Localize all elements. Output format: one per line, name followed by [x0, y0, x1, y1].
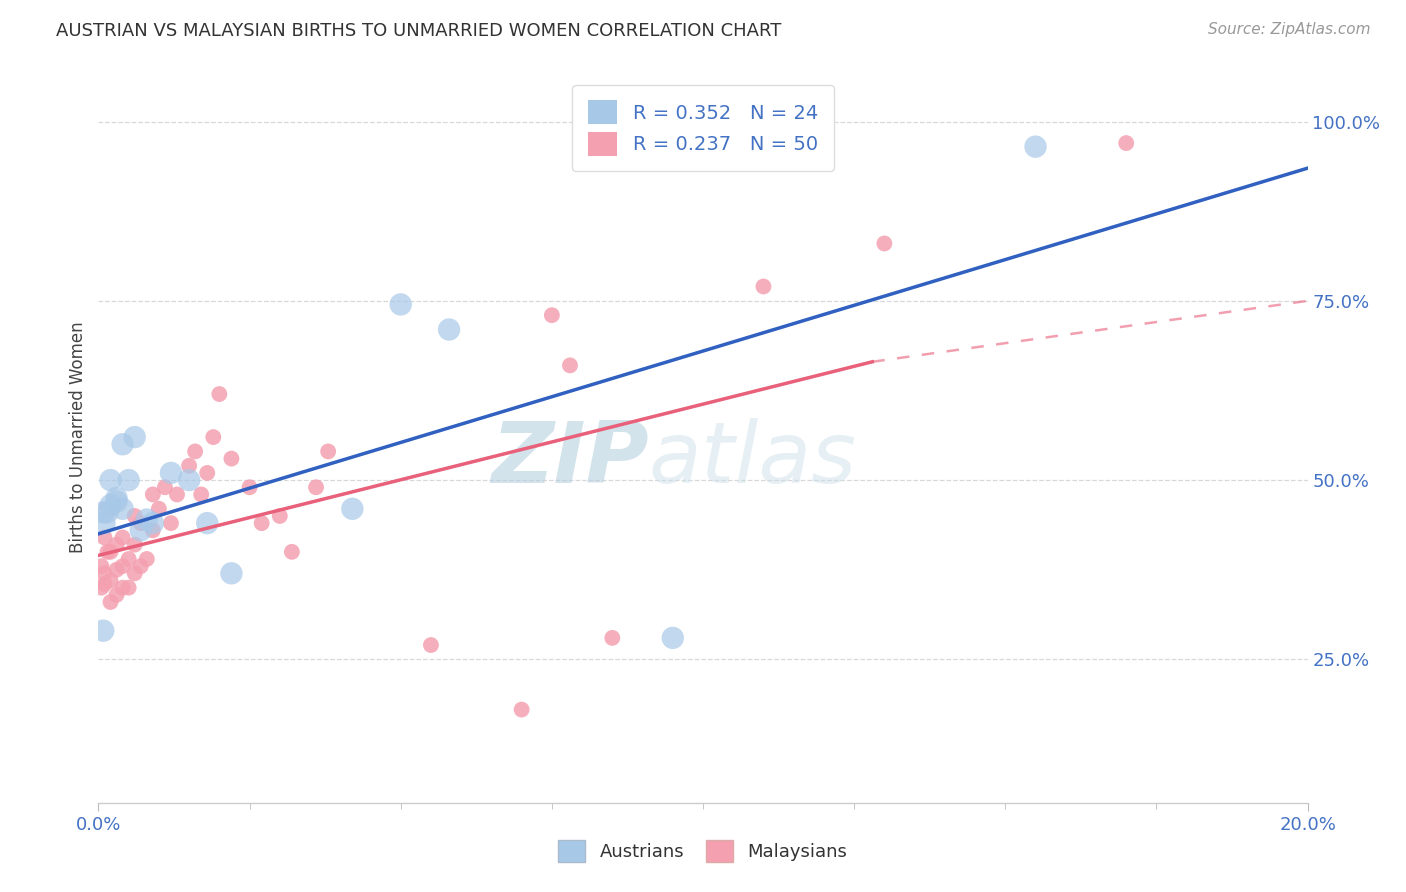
Point — [208, 387, 231, 401]
Point — [100, 498, 122, 512]
Point — [93, 577, 115, 591]
Point — [142, 487, 165, 501]
Point — [124, 566, 146, 581]
Point — [111, 437, 134, 451]
Point — [179, 473, 201, 487]
Point — [129, 524, 152, 538]
Point — [90, 581, 112, 595]
Point — [105, 588, 128, 602]
Point — [195, 516, 218, 530]
Point — [124, 430, 146, 444]
Point — [316, 444, 339, 458]
Point — [202, 430, 225, 444]
Point — [179, 458, 201, 473]
Point — [160, 516, 183, 530]
Point — [190, 487, 212, 501]
Point — [135, 512, 157, 526]
Point — [100, 473, 122, 487]
Text: ZIP: ZIP — [491, 417, 648, 500]
Legend: Austrians, Malaysians: Austrians, Malaysians — [551, 833, 855, 870]
Point — [221, 451, 243, 466]
Point — [558, 359, 581, 373]
Point — [1115, 136, 1137, 150]
Point — [142, 516, 165, 530]
Point — [153, 480, 176, 494]
Point — [100, 545, 122, 559]
Point — [602, 631, 624, 645]
Point — [389, 297, 412, 311]
Legend: R = 0.352   N = 24, R = 0.237   N = 50: R = 0.352 N = 24, R = 0.237 N = 50 — [572, 85, 834, 171]
Point — [342, 501, 364, 516]
Point — [105, 491, 128, 505]
Point — [93, 531, 115, 545]
Point — [100, 574, 122, 588]
Point — [873, 236, 896, 251]
Point — [160, 466, 183, 480]
Point — [91, 505, 114, 519]
Point — [420, 638, 443, 652]
Point — [93, 566, 115, 581]
Point — [93, 516, 115, 530]
Point — [281, 545, 304, 559]
Point — [124, 508, 146, 523]
Point — [129, 516, 152, 530]
Point — [1024, 139, 1046, 153]
Point — [111, 581, 134, 595]
Point — [540, 308, 562, 322]
Point — [105, 563, 128, 577]
Point — [111, 501, 134, 516]
Point — [195, 466, 218, 480]
Point — [96, 505, 118, 519]
Point — [305, 480, 328, 494]
Point — [129, 559, 152, 574]
Point — [135, 552, 157, 566]
Point — [510, 702, 533, 716]
Point — [118, 581, 141, 595]
Point — [221, 566, 243, 581]
Point — [91, 624, 114, 638]
Point — [166, 487, 188, 501]
Point — [239, 480, 262, 494]
Point — [124, 538, 146, 552]
Y-axis label: Births to Unmarried Women: Births to Unmarried Women — [69, 321, 87, 553]
Point — [118, 552, 141, 566]
Point — [752, 279, 775, 293]
Point — [148, 501, 170, 516]
Point — [269, 508, 291, 523]
Point — [142, 524, 165, 538]
Text: atlas: atlas — [648, 417, 856, 500]
Point — [250, 516, 273, 530]
Point — [437, 322, 460, 336]
Text: Source: ZipAtlas.com: Source: ZipAtlas.com — [1208, 22, 1371, 37]
Point — [111, 559, 134, 574]
Point — [661, 631, 683, 645]
Point — [90, 559, 112, 574]
Point — [184, 444, 207, 458]
Point — [100, 595, 122, 609]
Point — [111, 531, 134, 545]
Point — [96, 545, 118, 559]
Point — [105, 494, 128, 508]
Point — [105, 538, 128, 552]
Point — [118, 473, 141, 487]
Text: AUSTRIAN VS MALAYSIAN BIRTHS TO UNMARRIED WOMEN CORRELATION CHART: AUSTRIAN VS MALAYSIAN BIRTHS TO UNMARRIE… — [56, 22, 782, 40]
